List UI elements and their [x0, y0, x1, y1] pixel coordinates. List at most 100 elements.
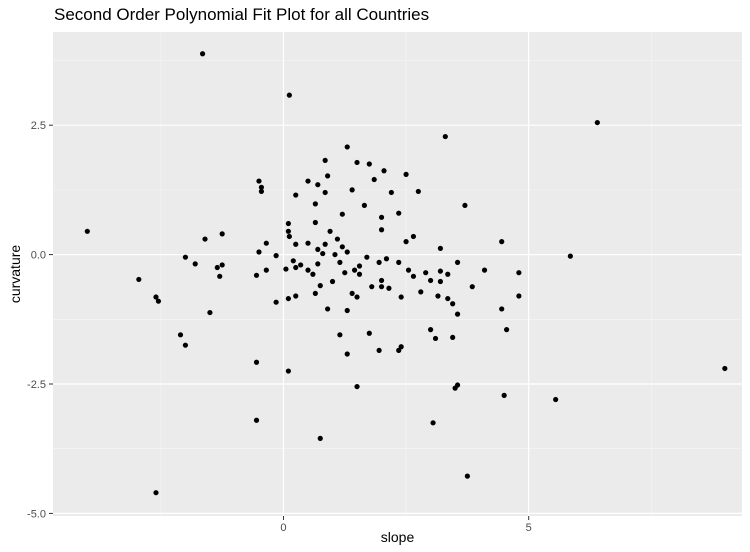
data-point: [332, 251, 338, 258]
data-point: [396, 210, 402, 216]
data-point: [501, 392, 507, 398]
data-point: [305, 240, 311, 246]
data-point: [285, 295, 291, 302]
data-point: [329, 278, 336, 285]
data-point: [182, 342, 189, 348]
data-point: [305, 178, 311, 184]
data-point: [273, 253, 279, 259]
data-point: [398, 344, 404, 350]
data-point: [516, 293, 522, 299]
data-point: [354, 159, 360, 166]
data-point: [322, 241, 328, 247]
data-point: [516, 270, 522, 276]
data-point: [410, 233, 417, 240]
data-point: [290, 258, 296, 264]
data-point: [349, 290, 355, 297]
data-point: [199, 51, 206, 57]
data-point: [322, 189, 328, 196]
data-point: [386, 285, 392, 291]
data-point: [344, 351, 350, 357]
data-point: [155, 298, 162, 304]
data-point: [298, 262, 304, 268]
data-point: [334, 236, 341, 242]
data-point: [504, 327, 510, 333]
y-tick-label: 0.0: [31, 250, 46, 262]
data-point: [437, 268, 444, 274]
axes: 0 5 2.5 0.0 -2.5 -5.0: [27, 120, 532, 534]
data-point: [462, 202, 468, 209]
data-point: [405, 267, 412, 273]
data-point: [317, 283, 323, 289]
data-point: [253, 417, 260, 423]
data-point: [432, 335, 439, 342]
data-point: [285, 220, 291, 227]
data-point: [325, 173, 331, 179]
data-point: [263, 240, 269, 246]
data-point: [256, 178, 262, 184]
y-axis-title: curvature: [7, 245, 23, 304]
data-point: [285, 228, 291, 234]
data-point: [454, 259, 461, 265]
data-point: [378, 214, 385, 220]
data-point: [153, 490, 159, 496]
x-tick-label: 0: [280, 522, 286, 534]
data-point: [378, 227, 385, 233]
data-point: [344, 249, 350, 255]
data-point: [320, 250, 326, 257]
x-tick-label: 5: [526, 522, 532, 534]
data-point: [722, 365, 728, 372]
data-point: [207, 309, 213, 316]
data-point: [356, 263, 363, 269]
chart-title: Second Order Polynomial Fit Plot for all…: [54, 5, 430, 24]
data-point: [339, 244, 345, 250]
data-point: [366, 161, 372, 167]
data-point: [499, 306, 505, 312]
data-point: [442, 133, 448, 140]
data-point: [322, 157, 328, 163]
data-point: [273, 299, 279, 305]
data-point: [354, 294, 360, 300]
data-point: [371, 176, 377, 183]
data-point: [315, 261, 321, 267]
data-point: [342, 270, 348, 276]
data-point: [398, 294, 404, 300]
data-point: [217, 273, 223, 279]
data-point: [428, 277, 434, 284]
data-point: [219, 231, 225, 237]
y-tick-label: -2.5: [27, 379, 46, 391]
data-point: [376, 259, 382, 265]
data-point: [214, 264, 220, 271]
data-point: [286, 233, 292, 240]
data-point: [366, 330, 372, 336]
data-point: [136, 276, 142, 283]
data-point: [450, 334, 456, 341]
data-point: [356, 271, 363, 277]
data-point: [293, 241, 299, 247]
y-tick-label: 2.5: [31, 120, 46, 132]
data-point: [430, 420, 436, 426]
data-point: [361, 202, 367, 209]
data-point: [285, 368, 291, 374]
data-point: [410, 273, 417, 279]
data-point: [339, 211, 345, 217]
data-point: [383, 256, 390, 262]
data-point: [315, 182, 321, 188]
data-point: [312, 201, 318, 207]
data-point: [378, 277, 385, 284]
data-point: [364, 254, 370, 260]
data-point: [378, 284, 385, 290]
data-point: [403, 171, 409, 177]
data-point: [258, 188, 265, 195]
data-point: [317, 435, 323, 441]
data-point: [437, 245, 444, 251]
data-point: [349, 187, 355, 193]
data-point: [381, 168, 387, 174]
data-point: [253, 359, 260, 365]
data-point: [177, 332, 184, 338]
data-point: [192, 261, 198, 267]
data-point: [153, 294, 159, 300]
data-point: [312, 290, 318, 297]
data-point: [263, 267, 269, 273]
data-point: [325, 306, 331, 312]
data-point: [354, 383, 360, 390]
